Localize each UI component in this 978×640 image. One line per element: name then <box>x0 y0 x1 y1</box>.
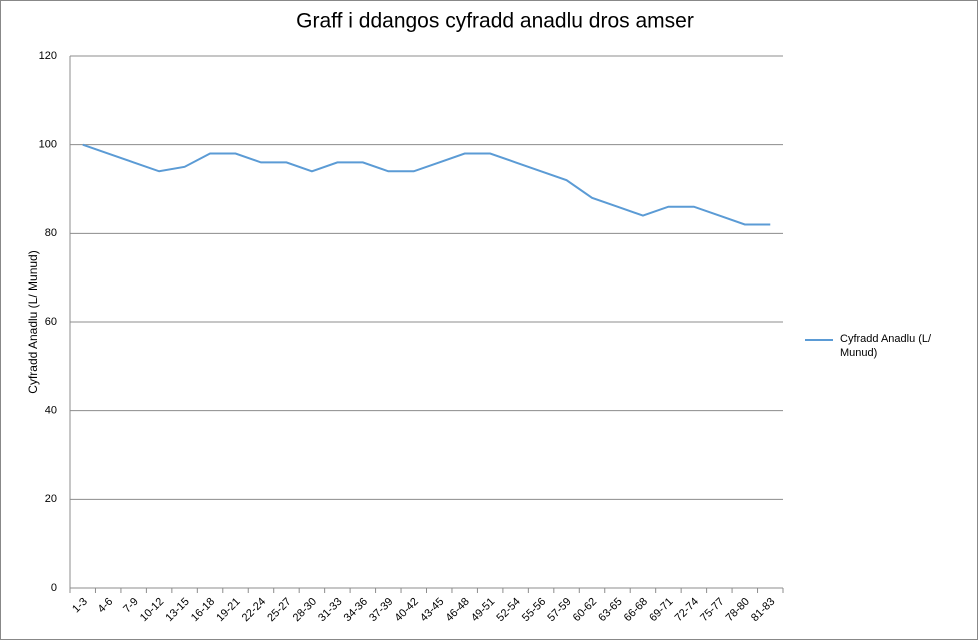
y-tick-label: 80 <box>45 227 57 239</box>
y-tick-label: 100 <box>39 139 57 151</box>
y-tick-label: 60 <box>45 316 57 328</box>
y-tick-label: 40 <box>45 405 57 417</box>
y-tick-label: 0 <box>51 582 57 594</box>
y-axis-label: Cyfradd Anadlu (L/ Munud) <box>26 250 40 393</box>
y-tick-label: 20 <box>45 493 57 505</box>
y-tick-label: 120 <box>39 50 57 62</box>
legend-label: Cyfradd Anadlu (L/ Munud) <box>840 333 932 359</box>
chart-title: Graff i ddangos cyfradd anadlu dros amse… <box>296 10 694 33</box>
data-line <box>82 143 771 226</box>
